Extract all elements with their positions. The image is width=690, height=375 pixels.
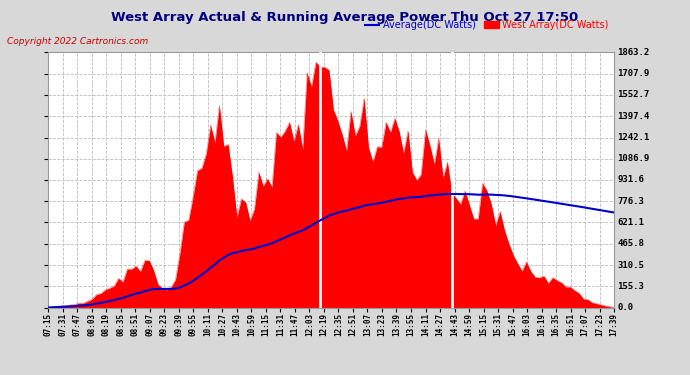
Text: 1086.9: 1086.9 [618,154,650,163]
Text: 621.1: 621.1 [618,218,644,227]
Text: 465.8: 465.8 [618,239,644,248]
Text: 310.5: 310.5 [618,261,644,270]
Text: Copyright 2022 Cartronics.com: Copyright 2022 Cartronics.com [7,38,148,46]
Text: 155.3: 155.3 [618,282,644,291]
Text: 1863.2: 1863.2 [618,48,650,57]
Text: 1707.9: 1707.9 [618,69,650,78]
Text: West Array Actual & Running Average Power Thu Oct 27 17:50: West Array Actual & Running Average Powe… [111,11,579,24]
Text: 1242.1: 1242.1 [618,133,650,142]
Legend: Average(DC Watts), West Array(DC Watts): Average(DC Watts), West Array(DC Watts) [361,16,613,34]
Text: 0.0: 0.0 [618,303,633,312]
Text: 931.6: 931.6 [618,176,644,184]
Text: 1552.7: 1552.7 [618,90,650,99]
Text: 776.3: 776.3 [618,197,644,206]
Text: 1397.4: 1397.4 [618,112,650,121]
